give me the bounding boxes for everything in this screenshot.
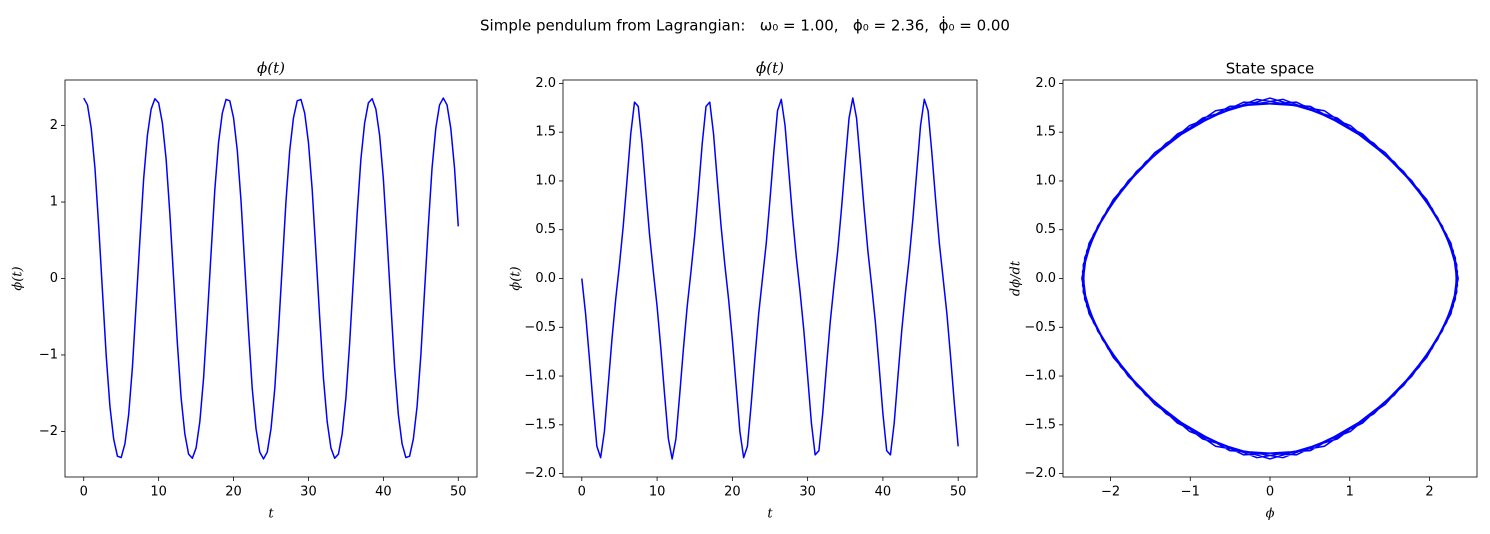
axes-title: State space — [1226, 60, 1314, 78]
x-tick-label: 1 — [1346, 485, 1354, 500]
x-tick-label: −2 — [1101, 485, 1120, 500]
y-tick-label: 0.5 — [535, 222, 556, 237]
y-tick-label: −2.0 — [1024, 466, 1056, 481]
x-tick-label: 0 — [578, 485, 586, 500]
x-tick-label: 30 — [300, 485, 317, 500]
y-tick-label: 0 — [50, 271, 58, 286]
y-axis-label: dϕ/dt — [1009, 260, 1024, 296]
x-tick-label: 50 — [950, 485, 967, 500]
figure-title: Simple pendulum from Lagrangian: ω₀ = 1.… — [480, 16, 1010, 35]
x-tick-label: 40 — [875, 485, 892, 500]
y-tick-label: 0.5 — [1035, 222, 1056, 237]
x-axis-label: ϕ — [1266, 507, 1275, 522]
y-tick-label: −0.5 — [1024, 320, 1056, 335]
y-tick-label: 0.0 — [535, 271, 556, 286]
y-tick-label: 1.5 — [1035, 125, 1056, 140]
x-tick-label: 20 — [724, 485, 741, 500]
axes-frame — [1062, 79, 1478, 478]
y-tick-label: 1.0 — [1035, 173, 1056, 188]
x-axis-label: t — [767, 507, 773, 522]
data-line — [581, 97, 959, 460]
x-tick-label: 10 — [150, 485, 167, 500]
x-tick-label: 0 — [80, 485, 88, 500]
data-line — [1081, 97, 1459, 460]
x-tick-label: −1 — [1181, 485, 1200, 500]
y-tick-label: 2.0 — [1035, 76, 1056, 91]
x-tick-label: 2 — [1425, 485, 1433, 500]
axes-title: ϕ̇(t) — [756, 59, 784, 77]
y-tick-label: 2.0 — [535, 76, 556, 91]
y-tick-label: 0.0 — [1035, 271, 1056, 286]
y-tick-label: 1.0 — [535, 173, 556, 188]
x-tick-label: 40 — [375, 485, 392, 500]
y-tick-label: 1 — [50, 195, 58, 210]
y-tick-label: 2 — [50, 118, 58, 133]
x-tick-label: 30 — [799, 485, 816, 500]
x-tick-label: 0 — [1266, 485, 1274, 500]
y-tick-label: −2 — [39, 424, 58, 439]
y-axis-label: ϕ(t) — [11, 266, 26, 290]
axes-frame — [64, 79, 478, 478]
x-tick-label: 20 — [225, 485, 242, 500]
y-tick-label: −1.0 — [1024, 369, 1056, 384]
axes-title: ϕ(t) — [257, 59, 285, 77]
y-axis-label: ϕ(t) — [509, 266, 524, 290]
x-tick-label: 10 — [649, 485, 666, 500]
y-tick-label: −2.0 — [524, 466, 556, 481]
y-tick-label: −1 — [39, 347, 58, 362]
y-tick-label: 1.5 — [535, 125, 556, 140]
x-tick-label: 50 — [450, 485, 467, 500]
y-tick-label: −1.5 — [524, 417, 556, 432]
y-tick-label: −0.5 — [524, 320, 556, 335]
y-tick-label: −1.5 — [1024, 417, 1056, 432]
x-axis-label: t — [268, 507, 274, 522]
y-tick-label: −1.0 — [524, 369, 556, 384]
data-line — [83, 97, 460, 460]
axes-frame — [562, 79, 978, 478]
